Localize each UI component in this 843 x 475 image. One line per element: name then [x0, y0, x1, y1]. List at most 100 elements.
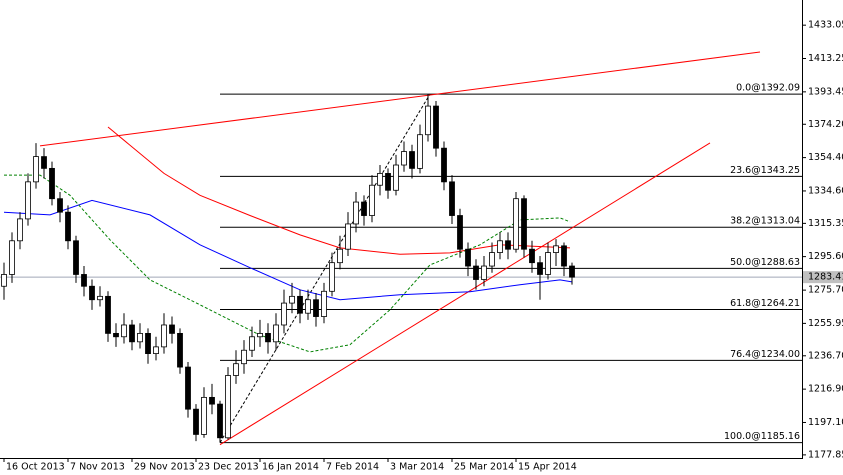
candle-body: [273, 324, 279, 343]
candle-body: [441, 147, 447, 183]
candle-body: [305, 299, 311, 314]
x-tick-label: 15 Apr 2014: [518, 462, 577, 473]
candle-body: [209, 396, 215, 405]
y-tick-label: 1255.95: [808, 318, 843, 329]
candle-body: [217, 403, 223, 439]
candle-body: [49, 167, 55, 200]
x-tick-label: 29 Nov 2013: [134, 462, 195, 473]
candle-body: [529, 248, 535, 264]
candle-body: [473, 265, 479, 280]
candle-body: [97, 295, 103, 301]
candle-body: [313, 299, 319, 317]
candle-body: [289, 295, 295, 304]
candle-body: [25, 181, 31, 220]
candle-body: [129, 324, 135, 343]
candle-body: [153, 346, 159, 355]
y-tick-label: 1197.10: [808, 417, 843, 428]
x-tick-label: 7 Nov 2013: [70, 462, 125, 473]
candle-body: [377, 173, 383, 186]
candle-body: [193, 408, 199, 435]
candle-body: [481, 265, 487, 280]
fib-label: 100.0@1185.16: [724, 431, 800, 442]
candle-body: [105, 295, 111, 334]
candle-body: [561, 245, 567, 267]
candle-body: [497, 240, 503, 253]
y-tick-label: 1393.45: [808, 86, 843, 97]
moving-average: [4, 174, 571, 353]
candle-body: [433, 105, 439, 149]
y-tick-label: 1236.70: [808, 350, 843, 361]
y-tick-label: 1177.85: [808, 449, 843, 460]
candle-body: [145, 332, 151, 355]
candle-body: [337, 248, 343, 264]
candle-body: [297, 295, 303, 314]
candle-body: [65, 211, 71, 242]
last-price-label: 1283.41: [808, 272, 843, 283]
candle-body: [537, 262, 543, 275]
candle-body: [545, 252, 551, 275]
candle-body: [385, 173, 391, 191]
y-tick-label: 1413.25: [808, 53, 843, 64]
candle-body: [1, 274, 7, 287]
candle-body: [9, 240, 15, 275]
y-tick-label: 1315.35: [808, 218, 843, 229]
y-tick-label: 1433.05: [808, 20, 843, 31]
candle-body: [169, 324, 175, 334]
candle-body: [449, 181, 455, 216]
candle-body: [401, 151, 407, 166]
candle-body: [281, 302, 287, 326]
candle-body: [553, 245, 559, 253]
candle-body: [425, 105, 431, 136]
candle-body: [89, 285, 95, 301]
x-tick-label: 16 Jan 2014: [262, 462, 319, 473]
candle-body: [513, 198, 519, 250]
fib-anchor: [219, 93, 431, 443]
candle-body: [257, 332, 263, 338]
y-tick-label: 1295.60: [808, 251, 843, 262]
candle-body: [329, 262, 335, 292]
candle-body: [81, 274, 87, 287]
candle-body: [201, 396, 207, 435]
fib-label: 50.0@1288.63: [730, 257, 800, 268]
fib-label: 76.4@1234.00: [730, 349, 800, 360]
candle-body: [241, 349, 247, 365]
candle-body: [521, 198, 527, 250]
fib-label: 61.8@1264.21: [730, 298, 800, 309]
candle-body: [185, 366, 191, 410]
y-tick-label: 1354.40: [808, 152, 843, 163]
candle-body: [33, 156, 39, 183]
x-tick-label: 7 Feb 2014: [326, 462, 379, 473]
candle-body: [409, 151, 415, 169]
candle-body: [177, 332, 183, 368]
candle-body: [505, 240, 511, 250]
candle-body: [457, 215, 463, 250]
x-tick-label: 25 Mar 2014: [454, 462, 514, 473]
candle-body: [489, 252, 495, 267]
candle-body: [17, 218, 23, 242]
candle-body: [57, 198, 63, 213]
candle-body: [121, 324, 127, 338]
candle-body: [345, 223, 351, 250]
candle-body: [73, 240, 79, 275]
candle-body: [265, 332, 271, 343]
fib-label: 38.2@1313.04: [730, 216, 800, 227]
candle-body: [369, 184, 375, 216]
trendline: [219, 142, 711, 446]
moving-average: [107, 126, 571, 255]
candle-body: [249, 336, 255, 351]
x-tick-label: 23 Dec 2013: [198, 462, 259, 473]
candle-body: [361, 201, 367, 216]
candle-body: [233, 363, 239, 376]
trendline: [39, 51, 761, 147]
y-tick-label: 1275.70: [808, 285, 843, 296]
candle-body: [417, 134, 423, 169]
candle-body: [225, 375, 231, 439]
candle-body: [41, 156, 47, 169]
y-tick-label: 1216.90: [808, 384, 843, 395]
candle-body: [465, 248, 471, 267]
fib-label: 23.6@1343.25: [730, 165, 800, 176]
candle-body: [353, 201, 359, 225]
